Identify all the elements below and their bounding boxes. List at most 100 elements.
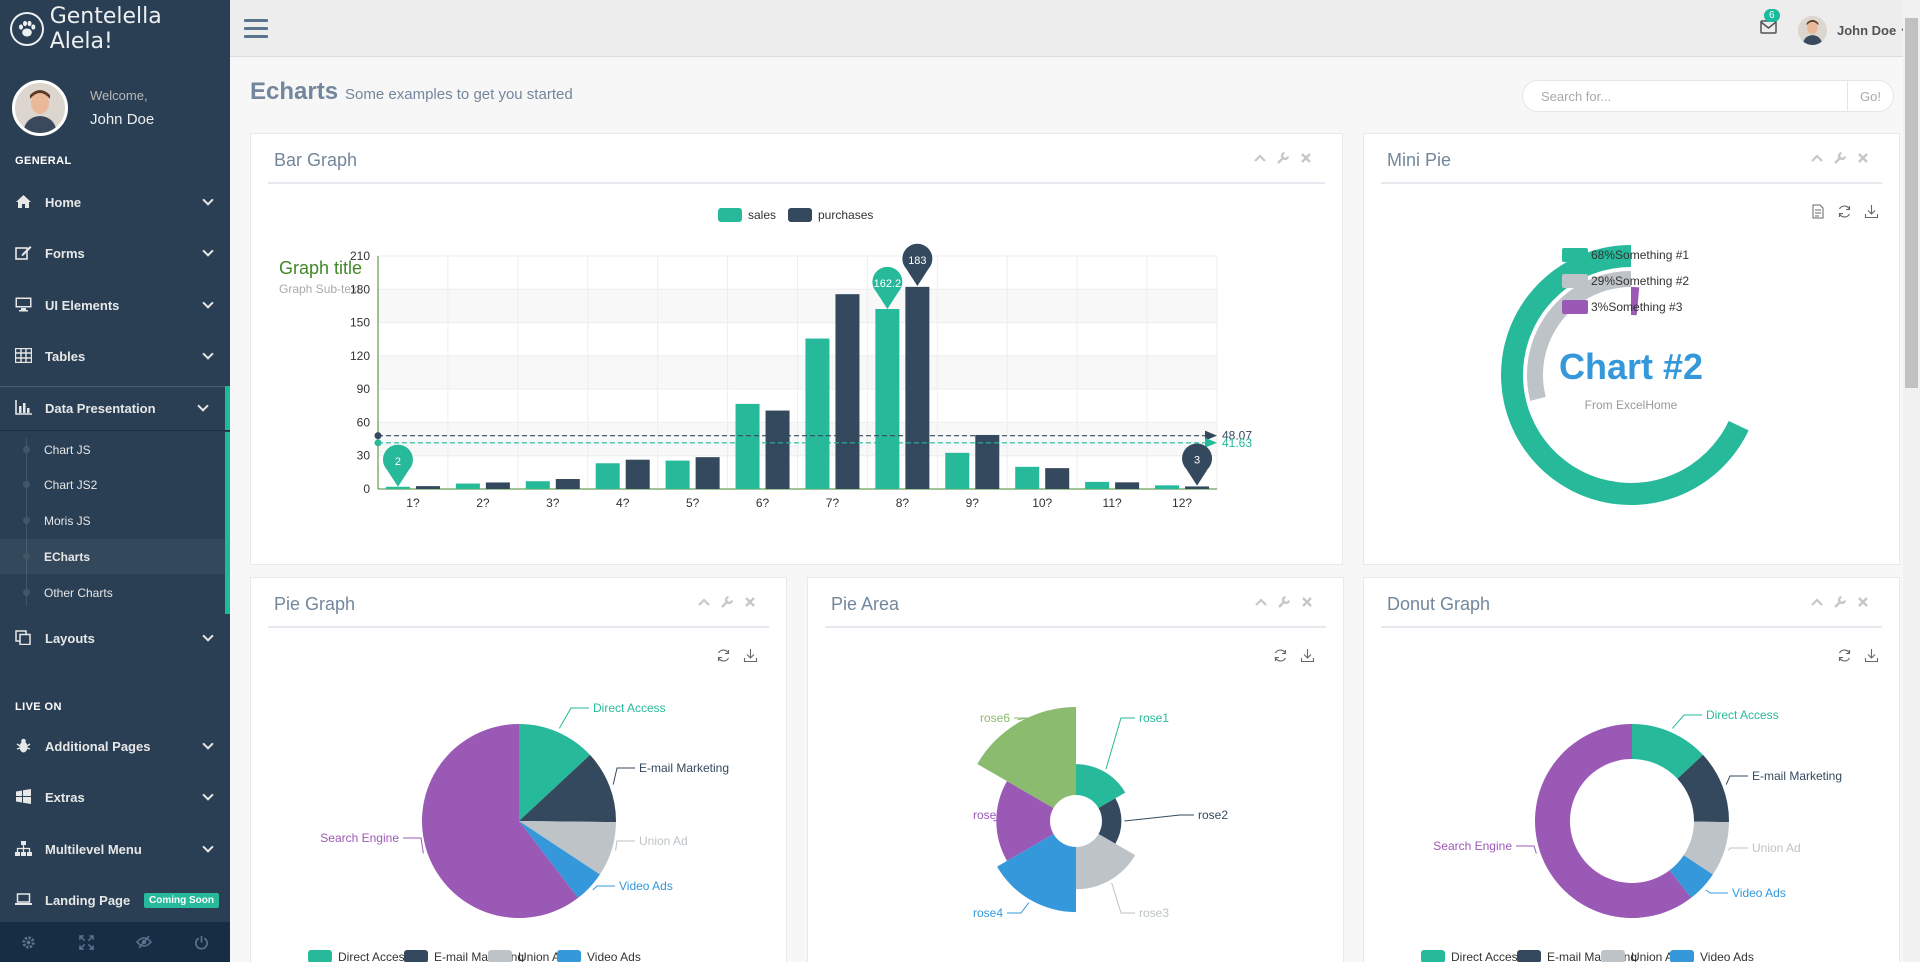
messages-button[interactable] bbox=[1760, 20, 1777, 37]
save-image-button[interactable] bbox=[1864, 648, 1879, 666]
save-image-button[interactable] bbox=[1300, 648, 1315, 666]
save-image-button[interactable] bbox=[743, 648, 758, 666]
bar bbox=[945, 452, 970, 489]
sidebar-footer bbox=[0, 922, 230, 962]
chevron-up-icon bbox=[1811, 598, 1823, 606]
menu-toggle[interactable] bbox=[244, 19, 268, 39]
sidebar-subitem-morisjs[interactable]: Moris JS bbox=[0, 503, 225, 538]
mark-point-pin bbox=[902, 243, 933, 286]
slice-label: Search Engine bbox=[320, 831, 399, 845]
lock-button[interactable] bbox=[115, 922, 173, 962]
sidebar-item-forms[interactable]: Forms bbox=[0, 231, 230, 275]
close-button[interactable] bbox=[1299, 151, 1313, 165]
sidebar-item-label: Home bbox=[45, 194, 82, 210]
data-view-button[interactable] bbox=[1811, 204, 1825, 222]
legend-label: 3%Something #3 bbox=[1591, 300, 1683, 314]
collapse-button[interactable] bbox=[697, 595, 711, 609]
save-image-button[interactable] bbox=[1864, 204, 1879, 222]
wrench-icon bbox=[1834, 151, 1847, 164]
restore-button[interactable] bbox=[716, 648, 731, 666]
page-scrollbar[interactable] bbox=[1903, 0, 1920, 962]
x-tick-label: 5? bbox=[686, 496, 700, 510]
envelope-icon bbox=[1760, 20, 1777, 34]
sidebar-item-landing-page[interactable]: Landing Page Coming Soon bbox=[0, 878, 230, 922]
collapse-button[interactable] bbox=[1253, 151, 1267, 165]
pie-slice bbox=[1535, 724, 1692, 918]
x-tick-label: 12? bbox=[1172, 496, 1192, 510]
chevron-up-icon bbox=[1255, 598, 1267, 606]
legend-label: Direct Access bbox=[1451, 950, 1524, 962]
label-line bbox=[1111, 882, 1135, 914]
user-profile-menu[interactable]: John Doe bbox=[1798, 16, 1910, 45]
settings-button[interactable] bbox=[0, 922, 58, 962]
wrench-icon bbox=[721, 595, 734, 608]
site-brand[interactable]: Gentelella Alela! bbox=[10, 4, 230, 54]
close-button[interactable] bbox=[1300, 595, 1314, 609]
edit-icon bbox=[15, 245, 33, 261]
scrollbar-thumb[interactable] bbox=[1905, 18, 1918, 388]
sidebar-item-tables[interactable]: Tables bbox=[0, 334, 230, 378]
restore-button[interactable] bbox=[1273, 648, 1288, 666]
legend-swatch bbox=[404, 950, 428, 962]
brand-title: Gentelella Alela! bbox=[49, 4, 162, 54]
close-button[interactable] bbox=[1856, 595, 1870, 609]
legend-label: 68%Something #1 bbox=[1591, 248, 1689, 262]
sidebar-item-label: Tables bbox=[45, 348, 86, 364]
page-title: Echarts Some examples to get you started bbox=[250, 78, 573, 106]
settings-button[interactable] bbox=[1833, 595, 1847, 609]
sidebar-item-home[interactable]: Home bbox=[0, 180, 230, 224]
legend-swatch bbox=[308, 950, 332, 962]
restore-button[interactable] bbox=[1837, 204, 1852, 222]
profile-quick-info: Welcome, John Doe bbox=[12, 80, 154, 136]
sidebar-item-ui-elements[interactable]: UI Elements bbox=[0, 283, 230, 327]
search-go-button[interactable]: Go! bbox=[1847, 81, 1893, 111]
chart-title: Chart #2 bbox=[1559, 346, 1703, 387]
logout-button[interactable] bbox=[173, 922, 231, 962]
close-button[interactable] bbox=[743, 595, 757, 609]
sidebar-item-additional-pages[interactable]: Additional Pages bbox=[0, 724, 230, 768]
close-button[interactable] bbox=[1856, 151, 1870, 165]
panel-header: Donut Graph bbox=[1381, 578, 1882, 628]
mini-pie-chart[interactable]: Chart #2 From ExcelHome 68%Something #1 29%… bbox=[1364, 234, 1901, 564]
pie-slice bbox=[519, 724, 591, 821]
settings-button[interactable] bbox=[1276, 151, 1290, 165]
restore-button[interactable] bbox=[1837, 648, 1852, 666]
chevron-down-icon bbox=[202, 789, 214, 801]
pie-slice bbox=[1527, 271, 1631, 401]
sidebar-subitem-chartjs2[interactable]: Chart JS2 bbox=[0, 467, 225, 502]
close-icon bbox=[1858, 153, 1868, 163]
label-line bbox=[1671, 714, 1702, 729]
settings-button[interactable] bbox=[720, 595, 734, 609]
slice-label: rose5 bbox=[973, 808, 1003, 822]
chevron-down-icon bbox=[202, 348, 214, 360]
chevron-up-icon bbox=[698, 598, 710, 606]
download-icon bbox=[1864, 649, 1879, 663]
sidebar-item-extras[interactable]: Extras bbox=[0, 775, 230, 819]
panel-toolbox bbox=[1253, 151, 1313, 165]
chevron-down-icon bbox=[202, 630, 214, 642]
fullscreen-button[interactable] bbox=[58, 922, 116, 962]
bar bbox=[695, 457, 720, 489]
sidebar-subitem-echarts[interactable]: ECharts bbox=[0, 539, 225, 574]
panel-header: Bar Graph bbox=[268, 134, 1325, 184]
sidebar-item-label: Landing Page bbox=[45, 892, 131, 908]
sidebar-item-data-presentation[interactable]: Data Presentation bbox=[0, 386, 230, 430]
search-input[interactable] bbox=[1523, 81, 1847, 111]
collapse-button[interactable] bbox=[1810, 595, 1824, 609]
label-line bbox=[612, 767, 635, 785]
settings-button[interactable] bbox=[1277, 595, 1291, 609]
sidebar-item-layouts[interactable]: Layouts bbox=[0, 616, 230, 660]
bar-chart[interactable]: Graph title Graph Sub-text 0 30 60 90 120 150 18… bbox=[251, 194, 1344, 564]
rose-chart[interactable]: rose1 rose2 rose3 rose4 rose5 rose6 bbox=[808, 668, 1345, 962]
collapse-button[interactable] bbox=[1810, 151, 1824, 165]
sidebar-item-multilevel-menu[interactable]: Multilevel Menu bbox=[0, 827, 230, 871]
sidebar-subitem-other-charts[interactable]: Other Charts bbox=[0, 575, 225, 610]
donut-chart[interactable]: Direct Access E-mail Marketing Union Ad Vid… bbox=[1364, 668, 1901, 962]
legend-label: 29%Something #2 bbox=[1591, 274, 1689, 288]
legend-swatch bbox=[1562, 274, 1588, 288]
collapse-button[interactable] bbox=[1254, 595, 1268, 609]
pie-chart[interactable]: Direct Access E-mail Marketing Union Ad Vid… bbox=[251, 668, 788, 962]
settings-button[interactable] bbox=[1833, 151, 1847, 165]
sidebar-subitem-chartjs[interactable]: Chart JS bbox=[0, 432, 225, 467]
welcome-label: Welcome, bbox=[90, 88, 148, 103]
